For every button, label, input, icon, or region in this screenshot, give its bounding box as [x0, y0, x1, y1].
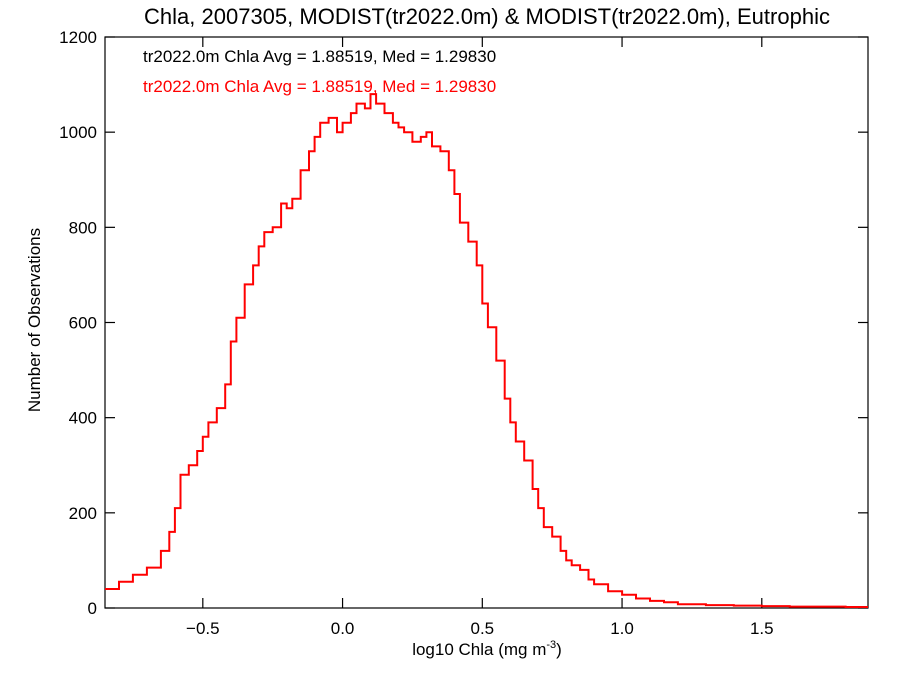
y-tick-label: 1200: [59, 28, 97, 47]
chart-title: Chla, 2007305, MODIST(tr2022.0m) & MODIS…: [144, 4, 830, 29]
x-axis-label-sup: -3: [546, 639, 556, 651]
x-tick-label: 1.0: [610, 619, 634, 638]
y-tick-label: 1000: [59, 123, 97, 142]
axes: −0.5 0.0 0.5 1.0 1.5 0 200 400 600 800 1000 1200: [59, 28, 869, 638]
x-axis-label-close: ): [556, 640, 562, 659]
y-axis-label: Number of Observations: [25, 228, 44, 412]
x-axis-label-main: log10 Chla (mg m: [412, 640, 546, 659]
x-tick-label: −0.5: [186, 619, 220, 638]
annotation-red: tr2022.0m Chla Avg = 1.88519, Med = 1.29…: [143, 77, 496, 96]
annotations: tr2022.0m Chla Avg = 1.88519, Med = 1.29…: [143, 47, 496, 96]
y-tick-label: 0: [88, 599, 97, 618]
histogram-series-line: [105, 93, 868, 608]
x-tick-label: 0.0: [331, 619, 355, 638]
plot-frame: [104, 36, 869, 609]
y-tick-label: 400: [69, 409, 97, 428]
y-tick-label: 200: [69, 504, 97, 523]
x-tick-label: 0.5: [470, 619, 494, 638]
annotation-black: tr2022.0m Chla Avg = 1.88519, Med = 1.29…: [143, 47, 496, 66]
series-layer: [105, 93, 868, 608]
x-axis-label: log10 Chla (mg m-3): [412, 639, 562, 659]
y-tick-label: 800: [69, 218, 97, 237]
x-tick-label: 1.5: [750, 619, 774, 638]
y-tick-label: 600: [69, 314, 97, 333]
